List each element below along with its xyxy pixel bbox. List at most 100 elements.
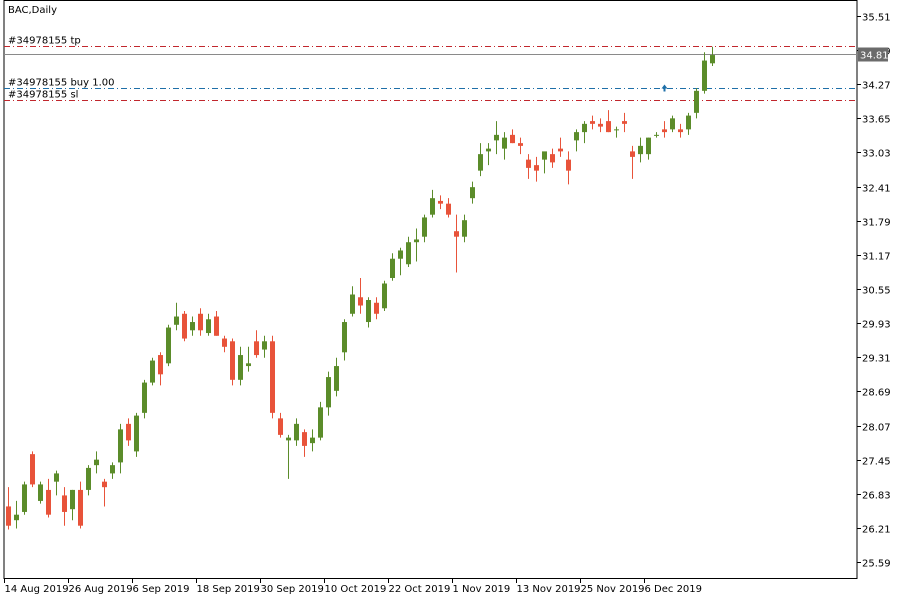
candle-body	[550, 154, 555, 163]
current-price-label: 34.81	[860, 51, 889, 62]
candle-body	[622, 121, 627, 124]
candle-body	[302, 432, 307, 446]
y-tick-label: 33.03	[862, 149, 891, 160]
y-tick-label: 35.51	[862, 13, 891, 24]
x-tick-label: 18 Sep 2019	[197, 584, 260, 595]
candle-body	[62, 495, 67, 512]
candle-body	[22, 484, 27, 512]
candle-body	[190, 322, 195, 331]
candle-body	[222, 338, 227, 347]
candle-body	[150, 360, 155, 383]
candle-body	[374, 302, 379, 314]
candle-body	[574, 132, 579, 141]
candle-body	[110, 465, 115, 474]
candle-body	[598, 123, 603, 127]
buy-arrow-icon	[661, 84, 668, 92]
candles	[6, 46, 715, 530]
plot-area-border	[3, 0, 858, 579]
x-tick-label: 1 Nov 2019	[453, 584, 511, 595]
candle-body	[558, 148, 563, 152]
candle-body	[446, 203, 451, 215]
candle-body	[6, 506, 11, 526]
candle-body	[398, 250, 403, 259]
trade-level-label: #34978155 buy 1.00	[8, 78, 115, 89]
y-tick-label: 26.83	[862, 491, 891, 502]
candle-body	[142, 382, 147, 413]
price-axis: 35.5134.8934.2733.6533.0332.4131.7931.17…	[857, 13, 891, 570]
candle-body	[390, 258, 395, 278]
candle-body	[214, 316, 219, 336]
chart-title: BAC,Daily	[8, 5, 57, 16]
y-tick-label: 33.65	[862, 115, 891, 126]
candle-body	[678, 129, 683, 133]
candle-body	[350, 294, 355, 314]
x-tick-label: 26 Aug 2019	[69, 584, 133, 595]
candle-body	[334, 366, 339, 391]
x-tick-label: 6 Sep 2019	[133, 584, 190, 595]
candle-body	[246, 363, 251, 367]
y-tick-label: 32.41	[862, 184, 891, 195]
y-tick-label: 26.21	[862, 525, 891, 536]
candle-body	[14, 514, 19, 521]
candle-body	[542, 151, 547, 160]
trade-level-label: #34978155 tp	[8, 36, 81, 47]
candle-body	[342, 322, 347, 353]
x-tick-label: 22 Oct 2019	[389, 584, 451, 595]
candle-body	[478, 154, 483, 171]
candle-body	[566, 159, 571, 171]
candle-body	[318, 407, 323, 438]
y-tick-label: 27.45	[862, 457, 891, 468]
candle-body	[30, 454, 35, 485]
candle-body	[526, 159, 531, 168]
candle-body	[414, 239, 419, 243]
candle-body	[54, 473, 59, 482]
candle-body	[86, 467, 91, 490]
candle-body	[382, 283, 387, 309]
candle-body	[70, 489, 75, 510]
candle-body	[494, 134, 499, 141]
y-tick-label: 30.55	[862, 286, 891, 297]
candle-body	[262, 341, 267, 350]
candle-body	[366, 300, 371, 323]
candle-body	[486, 148, 491, 152]
candle-body	[230, 341, 235, 380]
candle-body	[582, 123, 587, 133]
candle-body	[630, 151, 635, 157]
candle-body	[638, 145, 643, 155]
candle-body	[670, 118, 675, 130]
candle-body	[158, 355, 163, 375]
time-axis: 14 Aug 2019 26 Aug 2019 6 Sep 2019 18 Sep 2…	[4, 578, 702, 595]
candle-body	[422, 217, 427, 237]
x-tick-label: 25 Nov 2019	[581, 584, 645, 595]
x-tick-label: 30 Sep 2019	[261, 584, 324, 595]
candle-body	[294, 423, 299, 441]
y-tick-label: 25.59	[862, 559, 891, 570]
trade-level-label: #34978155 sl	[8, 90, 78, 101]
candle-body	[470, 187, 475, 199]
candle-body	[182, 313, 187, 339]
candle-body	[454, 231, 459, 237]
candle-body	[198, 313, 203, 331]
candle-body	[174, 316, 179, 325]
y-tick-label: 29.31	[862, 354, 891, 365]
candle-body	[614, 129, 619, 131]
candle-body	[358, 297, 363, 306]
y-tick-label: 31.17	[862, 252, 891, 263]
candle-body	[662, 129, 667, 133]
candle-body	[590, 121, 595, 124]
candle-body	[286, 437, 291, 441]
candle-body	[654, 134, 659, 136]
candle-body	[502, 137, 507, 149]
candle-body	[694, 90, 699, 113]
candle-body	[438, 200, 443, 204]
trade-levels: #34978155 tp #34978155 buy 1.00#34978155 …	[4, 36, 857, 101]
candle-body	[94, 459, 99, 466]
candle-body	[206, 319, 211, 334]
candle-body	[518, 143, 523, 146]
candle-body	[126, 423, 131, 441]
candle-body	[78, 489, 83, 526]
candle-body	[270, 341, 275, 413]
y-tick-label: 31.79	[862, 218, 891, 229]
candle-body	[406, 242, 411, 265]
